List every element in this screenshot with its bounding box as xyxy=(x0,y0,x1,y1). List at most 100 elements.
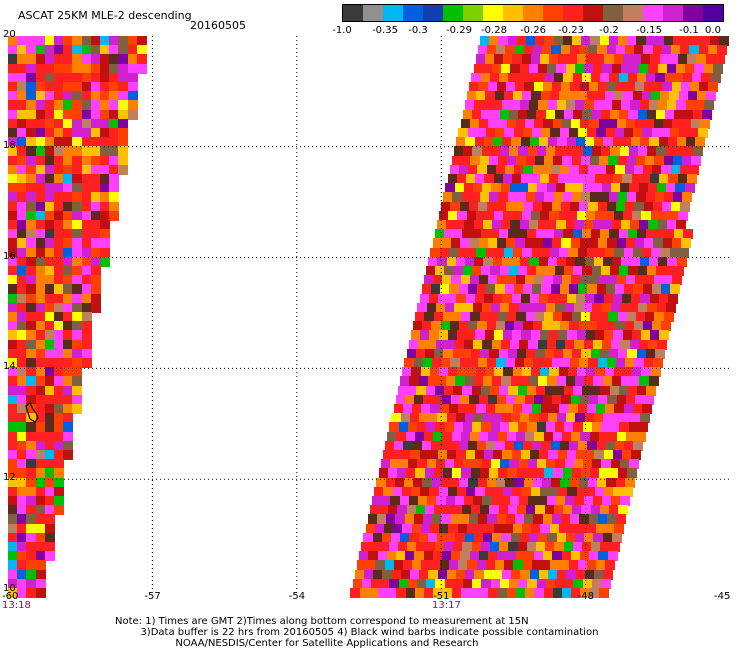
right-swath-cell xyxy=(640,413,650,423)
left-swath-cell xyxy=(45,459,55,469)
right-swath-cell xyxy=(467,560,477,570)
left-swath-cell xyxy=(45,146,55,156)
right-swath-cell xyxy=(684,110,694,120)
right-swath-cell xyxy=(491,422,501,432)
right-swath-cell xyxy=(532,128,542,138)
right-swath-cell xyxy=(603,376,613,386)
right-swath-cell xyxy=(619,266,629,276)
right-swath-cell xyxy=(653,82,663,92)
right-swath-cell xyxy=(427,340,437,350)
left-swath-cell xyxy=(63,45,73,55)
left-swath-cell xyxy=(54,128,64,138)
left-swath-cell xyxy=(91,119,101,129)
right-swath-cell xyxy=(628,229,638,239)
right-swath-cell xyxy=(511,413,521,423)
left-swath-cell xyxy=(72,91,82,101)
right-swath-cell xyxy=(538,533,548,543)
colorbar-label: -0.23 xyxy=(558,25,584,36)
left-swath-cell xyxy=(72,248,82,258)
left-swath-cell xyxy=(26,303,36,313)
right-swath-cell xyxy=(467,367,477,377)
right-swath-cell xyxy=(453,349,463,359)
left-swath-cell xyxy=(17,468,27,478)
right-swath-cell xyxy=(509,110,519,120)
right-swath-cell xyxy=(578,404,588,414)
left-swath-cell xyxy=(17,413,27,423)
right-swath-cell xyxy=(698,128,708,138)
right-swath-cell xyxy=(583,579,593,589)
right-swath-cell xyxy=(506,395,516,405)
right-swath-cell xyxy=(426,579,436,589)
right-swath-cell xyxy=(541,91,551,101)
left-swath-cell xyxy=(63,156,73,166)
right-swath-cell xyxy=(539,257,549,267)
right-swath-cell xyxy=(544,156,554,166)
right-swath-cell xyxy=(419,533,429,543)
left-swath-cell xyxy=(26,330,36,340)
right-swath-cell xyxy=(512,294,522,304)
right-swath-cell xyxy=(632,54,642,64)
right-swath-cell xyxy=(611,340,621,350)
right-swath-cell xyxy=(498,312,508,322)
right-swath-cell xyxy=(623,211,633,221)
right-swath-cell xyxy=(592,579,602,589)
colorbar-label: -0.29 xyxy=(446,25,472,36)
right-swath-cell xyxy=(491,579,501,589)
right-swath-cell xyxy=(490,266,500,276)
right-swath-cell xyxy=(590,432,600,442)
right-swath-cell xyxy=(547,340,557,350)
right-swath-cell xyxy=(514,128,524,138)
left-swath-cell xyxy=(72,73,82,83)
right-swath-cell xyxy=(598,82,608,92)
left-swath-cell xyxy=(36,349,46,359)
right-swath-cell xyxy=(430,524,440,534)
right-swath-cell xyxy=(368,514,378,524)
right-swath-cell xyxy=(648,183,658,193)
right-swath-cell xyxy=(657,183,667,193)
right-swath-cell xyxy=(575,100,585,110)
left-swath-cell xyxy=(17,321,27,331)
right-swath-cell xyxy=(545,229,555,239)
left-swath-cell xyxy=(26,441,36,451)
right-swath-cell xyxy=(666,146,676,156)
right-swath-cell xyxy=(413,321,423,331)
right-swath-cell xyxy=(671,202,681,212)
right-swath-cell xyxy=(508,386,518,396)
right-swath-cell xyxy=(610,266,620,276)
right-swath-cell xyxy=(449,284,459,294)
right-swath-cell xyxy=(404,358,414,368)
right-swath-cell xyxy=(518,146,528,156)
right-swath-cell xyxy=(591,505,601,515)
right-swath-cell xyxy=(494,330,504,340)
right-swath-cell xyxy=(499,386,509,396)
right-swath-cell xyxy=(495,560,505,570)
left-swath-cell xyxy=(72,275,82,285)
left-swath-cell xyxy=(54,192,64,202)
right-swath-cell xyxy=(400,376,410,386)
right-swath-cell xyxy=(435,422,445,432)
right-swath-cell xyxy=(660,248,670,258)
right-swath-cell xyxy=(423,395,433,405)
left-swath-cell xyxy=(109,36,119,46)
right-swath-cell xyxy=(474,376,484,386)
right-swath-cell xyxy=(524,82,534,92)
left-swath-cell xyxy=(26,358,36,368)
right-swath-cell xyxy=(570,358,580,368)
right-swath-cell xyxy=(646,36,656,46)
left-swath-cell xyxy=(54,73,64,83)
right-swath-cell xyxy=(628,73,638,83)
right-swath-cell xyxy=(442,275,452,285)
right-swath-cell xyxy=(527,422,537,432)
right-swath-cell xyxy=(405,395,415,405)
right-swath-cell xyxy=(475,294,485,304)
right-swath-cell xyxy=(481,579,491,589)
right-swath-cell xyxy=(586,524,596,534)
right-swath-cell xyxy=(630,100,640,110)
right-swath-cell xyxy=(424,551,434,561)
right-swath-cell xyxy=(541,284,551,294)
right-swath-cell xyxy=(561,358,571,368)
right-swath-cell xyxy=(564,422,574,432)
left-swath-cell xyxy=(72,211,82,221)
left-swath-cell xyxy=(45,404,55,414)
right-swath-cell xyxy=(533,165,543,175)
